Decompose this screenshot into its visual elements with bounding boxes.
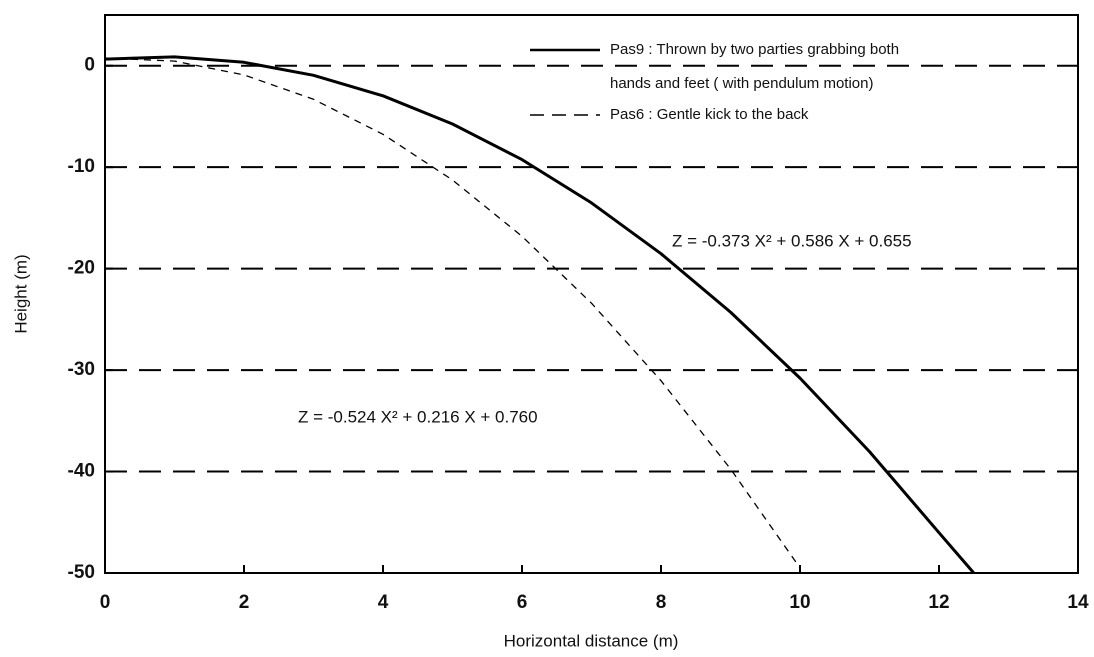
x-tick-label: 8: [656, 592, 667, 613]
y-tick-label: 0: [84, 55, 95, 76]
x-tick-label: 10: [789, 592, 810, 613]
legend-label: Pas6 : Gentle kick to the back: [610, 106, 809, 123]
x-tick-label: 6: [517, 592, 528, 613]
y-tick-label: -50: [68, 562, 95, 583]
x-tick-label: 0: [100, 592, 111, 613]
x-tick-label: 14: [1067, 592, 1089, 613]
y-tick-label: -20: [68, 258, 95, 279]
equation-annotation: Z = -0.373 X² + 0.586 X + 0.655: [672, 231, 912, 250]
series-line: [104, 55, 975, 574]
series-line: [104, 57, 801, 569]
x-axis-label: Horizontal distance (m): [504, 631, 679, 650]
x-tick-label: 4: [378, 592, 389, 613]
y-tick-label: -40: [68, 461, 95, 482]
y-tick-label: -30: [68, 359, 95, 380]
equation-annotation: Z = -0.524 X² + 0.216 X + 0.760: [298, 407, 538, 426]
x-tick-label: 2: [239, 592, 250, 613]
y-axis-label: Height (m): [11, 254, 30, 333]
legend-label: Pas9 : Thrown by two parties grabbing bo…: [610, 41, 899, 92]
x-tick-label: 12: [928, 592, 949, 613]
y-tick-label: -10: [68, 156, 95, 177]
plot-frame: [104, 14, 1079, 574]
